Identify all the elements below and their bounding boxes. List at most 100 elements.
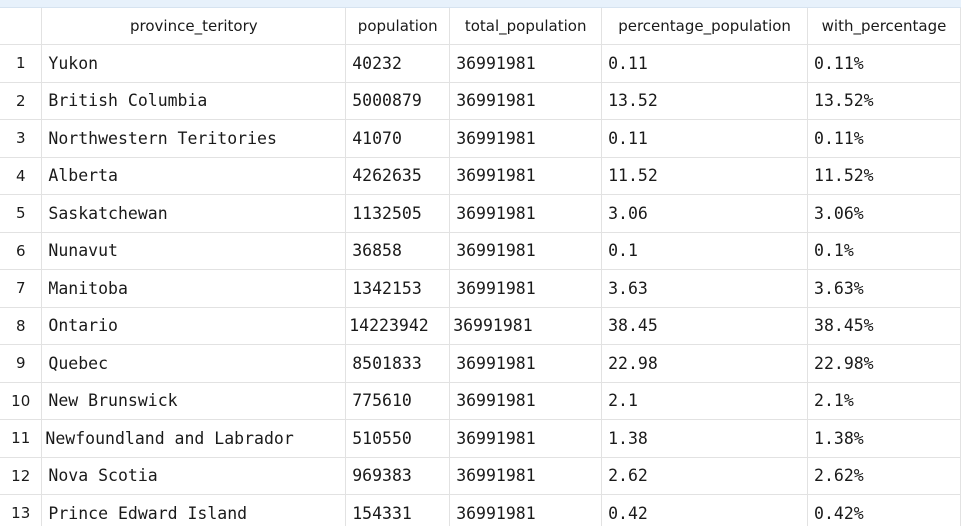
cell-with-percentage[interactable]: 0.11% <box>807 44 961 83</box>
cell-percentage-population[interactable]: 0.11 <box>601 119 809 158</box>
cell-population[interactable]: 41070 <box>345 119 451 158</box>
cell-population[interactable]: 8501833 <box>345 344 451 383</box>
cell-province-teritory[interactable]: Quebec <box>41 344 347 383</box>
cell-with-percentage[interactable]: 3.63% <box>807 269 961 308</box>
cell-province-teritory[interactable]: Saskatchewan <box>41 194 347 233</box>
cell-with-percentage[interactable]: 2.1% <box>807 382 961 420</box>
cell-with-percentage[interactable]: 11.52% <box>807 157 961 195</box>
row-number[interactable]: 2 <box>0 82 43 120</box>
row-number[interactable]: 3 <box>0 119 43 158</box>
cell-province-teritory[interactable]: British Columbia <box>41 82 347 120</box>
cell-with-percentage[interactable]: 3.06% <box>807 194 961 233</box>
cell-percentage-population[interactable]: 11.52 <box>601 157 809 195</box>
cell-population[interactable]: 1342153 <box>345 269 451 308</box>
row-number[interactable]: 5 <box>0 194 43 233</box>
cell-population[interactable]: 775610 <box>345 382 451 420</box>
cell-province-teritory[interactable]: Nunavut <box>41 232 347 270</box>
cell-percentage-population[interactable]: 1.38 <box>601 419 809 458</box>
cell-population[interactable]: 1132505 <box>345 194 451 233</box>
row-number[interactable]: 7 <box>0 269 43 308</box>
column-header-population[interactable]: population <box>345 8 451 45</box>
cell-with-percentage[interactable]: 22.98% <box>807 344 961 383</box>
row-number[interactable]: 6 <box>0 232 43 270</box>
cell-with-percentage[interactable]: 13.52% <box>807 82 961 120</box>
cell-total-population[interactable]: 36991981 <box>449 232 603 270</box>
cell-province-teritory[interactable]: Nova Scotia <box>41 457 347 495</box>
table-row[interactable]: 5 Saskatchewan 1132505 36991981 3.06 3.0… <box>0 194 961 233</box>
table-row[interactable]: 6 Nunavut 36858 36991981 0.1 0.1% <box>0 232 961 270</box>
cell-with-percentage[interactable]: 38.45% <box>807 307 961 345</box>
cell-percentage-population[interactable]: 0.42 <box>601 494 809 526</box>
row-number[interactable]: 1 <box>0 44 43 83</box>
cell-total-population[interactable]: 36991981 <box>449 419 603 458</box>
cell-percentage-population[interactable]: 38.45 <box>601 307 809 345</box>
cell-province-teritory[interactable]: Alberta <box>41 157 347 195</box>
cell-province-teritory[interactable]: Prince Edward Island <box>41 494 347 526</box>
row-number[interactable]: 9 <box>0 344 43 383</box>
row-number-header[interactable] <box>0 8 43 45</box>
cell-total-population[interactable]: 36991981 <box>449 119 603 158</box>
cell-with-percentage[interactable]: 0.11% <box>807 119 961 158</box>
cell-population[interactable]: 5000879 <box>345 82 451 120</box>
row-number[interactable]: 11 <box>0 419 43 458</box>
table-row[interactable]: 7 Manitoba 1342153 36991981 3.63 3.63% <box>0 269 961 308</box>
table-row[interactable]: 8 Ontario 14223942 36991981 38.45 38.45% <box>0 307 961 345</box>
cell-percentage-population[interactable]: 0.1 <box>601 232 809 270</box>
cell-percentage-population[interactable]: 2.62 <box>601 457 809 495</box>
cell-population[interactable]: 154331 <box>345 494 451 526</box>
column-header-with-percentage[interactable]: with_percentage <box>807 8 961 45</box>
cell-population[interactable]: 510550 <box>345 419 451 458</box>
cell-total-population[interactable]: 36991981 <box>449 194 603 233</box>
table-row[interactable]: 2 British Columbia 5000879 36991981 13.5… <box>0 82 961 120</box>
column-header-total-population[interactable]: total_population <box>449 8 603 45</box>
cell-total-population[interactable]: 36991981 <box>449 457 603 495</box>
row-number[interactable]: 4 <box>0 157 43 195</box>
cell-total-population[interactable]: 36991981 <box>449 82 603 120</box>
cell-population[interactable]: 40232 <box>345 44 451 83</box>
cell-population[interactable]: 969383 <box>345 457 451 495</box>
cell-province-teritory[interactable]: Manitoba <box>41 269 347 308</box>
cell-total-population[interactable]: 36991981 <box>449 157 603 195</box>
cell-with-percentage[interactable]: 2.62% <box>807 457 961 495</box>
cell-population[interactable]: 14223942 <box>345 307 451 345</box>
table-row[interactable]: 9 Quebec 8501833 36991981 22.98 22.98% <box>0 344 961 383</box>
cell-percentage-population[interactable]: 2.1 <box>601 382 809 420</box>
cell-percentage-population[interactable]: 3.06 <box>601 194 809 233</box>
table-row[interactable]: 4 Alberta 4262635 36991981 11.52 11.52% <box>0 157 961 195</box>
row-number[interactable]: 12 <box>0 457 43 495</box>
cell-percentage-population[interactable]: 0.11 <box>601 44 809 83</box>
cell-province-teritory[interactable]: Newfoundland and Labrador <box>41 419 347 458</box>
cell-total-population[interactable]: 36991981 <box>449 269 603 308</box>
row-number[interactable]: 13 <box>0 494 43 526</box>
table-row[interactable]: 10 New Brunswick 775610 36991981 2.1 2.1… <box>0 382 961 420</box>
cell-total-population[interactable]: 36991981 <box>449 494 603 526</box>
cell-total-population[interactable]: 36991981 <box>449 382 603 420</box>
column-header-percentage-population[interactable]: percentage_population <box>601 8 809 45</box>
cell-province-teritory[interactable]: Northwestern Teritories <box>41 119 347 158</box>
table-row[interactable]: 1 Yukon 40232 36991981 0.11 0.11% <box>0 44 961 83</box>
table-row[interactable]: 13 Prince Edward Island 154331 36991981 … <box>0 494 961 526</box>
cell-total-population[interactable]: 36991981 <box>449 307 603 345</box>
table-row[interactable]: 11 Newfoundland and Labrador 510550 3699… <box>0 419 961 458</box>
cell-total-population[interactable]: 36991981 <box>449 44 603 83</box>
cell-with-percentage[interactable]: 0.1% <box>807 232 961 270</box>
cell-province-teritory[interactable]: Yukon <box>41 44 347 83</box>
cell-percentage-population[interactable]: 13.52 <box>601 82 809 120</box>
row-number[interactable]: 10 <box>0 382 43 420</box>
header-row: province_teritory population total_popul… <box>0 8 961 45</box>
cell-province-teritory[interactable]: Ontario <box>41 307 347 345</box>
column-header-province-teritory[interactable]: province_teritory <box>41 8 347 45</box>
cell-percentage-population[interactable]: 22.98 <box>601 344 809 383</box>
cell-percentage-population[interactable]: 3.63 <box>601 269 809 308</box>
cell-with-percentage[interactable]: 0.42% <box>807 494 961 526</box>
grid-top-bar <box>0 0 961 8</box>
cell-total-population[interactable]: 36991981 <box>449 344 603 383</box>
cell-with-percentage[interactable]: 1.38% <box>807 419 961 458</box>
cell-population[interactable]: 4262635 <box>345 157 451 195</box>
row-number[interactable]: 8 <box>0 307 43 345</box>
table-row[interactable]: 12 Nova Scotia 969383 36991981 2.62 2.62… <box>0 457 961 495</box>
table-row[interactable]: 3 Northwestern Teritories 41070 36991981… <box>0 119 961 158</box>
cell-province-teritory[interactable]: New Brunswick <box>41 382 347 420</box>
cell-population[interactable]: 36858 <box>345 232 451 270</box>
